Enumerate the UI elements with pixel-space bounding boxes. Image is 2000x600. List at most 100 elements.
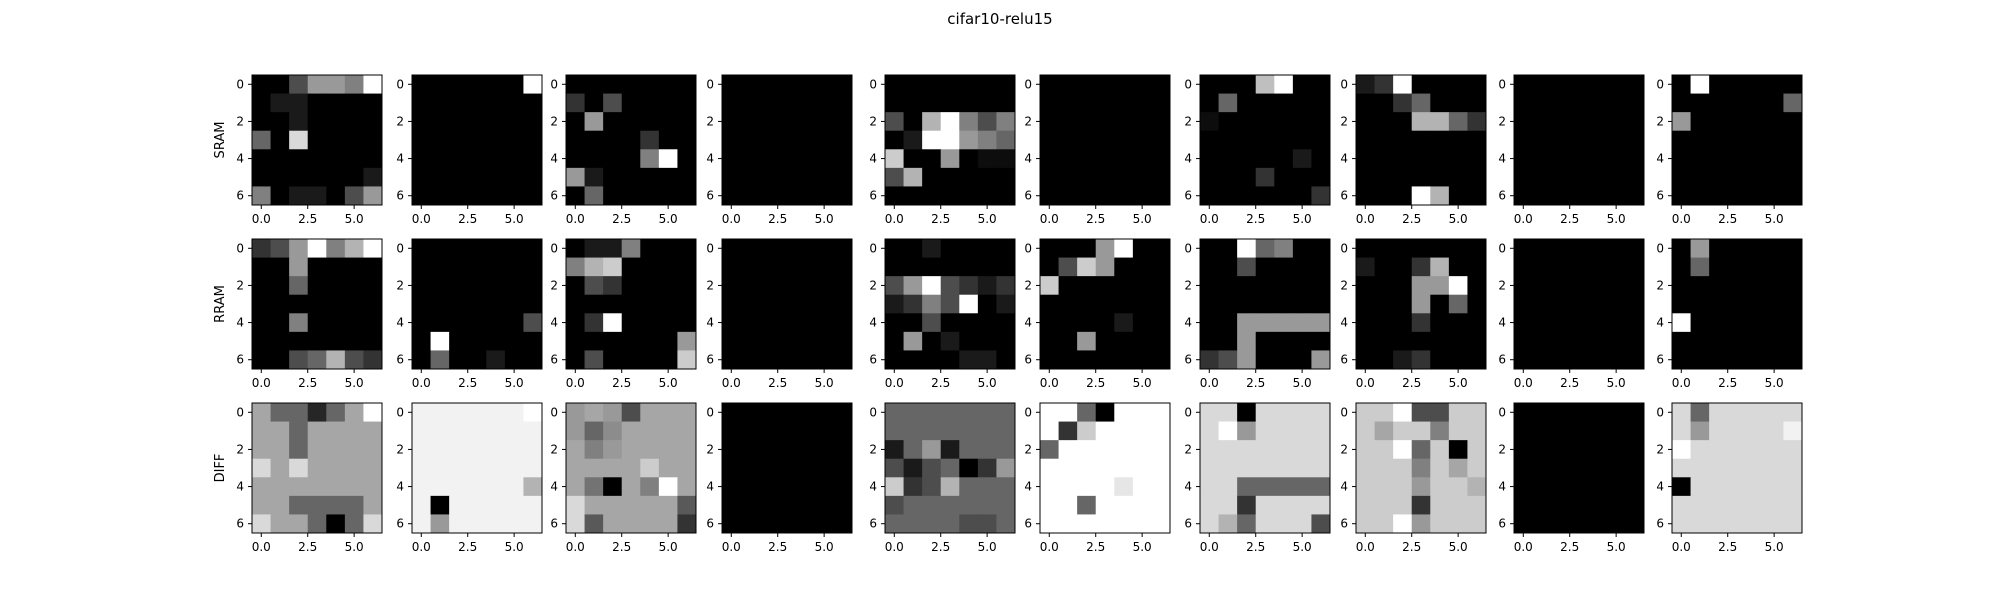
panel-frame [1199,402,1331,534]
x-tick-label: 5.0 [1765,540,1784,554]
y-tick-label: 4 [550,152,558,166]
heatmap-cell [449,93,469,113]
heatmap-cell [1690,477,1710,497]
heatmap-cell [1274,421,1294,441]
y-tick-label: 4 [1656,480,1664,494]
heatmap-cell [523,75,543,94]
heatmap-cell [740,75,760,94]
y-tick-label: 0 [1184,241,1192,255]
heatmap-cell [467,495,487,515]
heatmap-cell [621,403,641,422]
heatmap-cell [722,257,741,277]
x-tick-label: 0.0 [1200,376,1219,390]
heatmap-cell [1588,167,1608,187]
heatmap-cell [996,313,1016,333]
heatmap-cell [1672,514,1691,534]
heatmap-cell [1311,294,1331,314]
heatmap-cell [603,403,623,422]
heatmap-cell [814,440,834,460]
heatmap-cell [1690,257,1710,277]
heatmap-cell [814,276,834,296]
heatmap-cell [1114,112,1134,132]
heatmap-cell [344,350,364,370]
heatmap-cell [486,112,506,132]
heatmap-cell [1709,495,1729,515]
y-tick-label: 2 [236,114,244,128]
heatmap-cell [1114,331,1134,351]
heatmap-cell [1569,458,1589,478]
heatmap-cell [566,495,585,515]
heatmap-cell [1311,239,1331,258]
heatmap-cell [289,294,309,314]
heatmap-cell [1132,112,1152,132]
heatmap-cell [1200,239,1219,258]
heatmap-cell [1783,257,1803,277]
heatmap-cell [486,514,506,534]
heatmap-cell [1551,458,1571,478]
heatmap-cell [1311,186,1331,206]
heatmap-cell [523,440,543,460]
heatmap-cell [1746,186,1766,206]
heatmap-cell [959,75,979,94]
heatmap-cell [885,458,904,478]
heatmap-cell [1606,167,1626,187]
heatmap-cell [640,421,660,441]
x-tick-label: 5.0 [1765,376,1784,390]
heatmap-cell [270,294,290,314]
heatmap-cell [467,276,487,296]
heatmap-cell [1077,458,1097,478]
heatmap-cell [1132,276,1152,296]
heatmap-cell [1095,186,1115,206]
heatmap-cell [903,75,923,94]
heatmap-cell [677,331,697,351]
heatmap-cell [1218,186,1238,206]
heatmap-cell [1727,495,1747,515]
heatmap-cell [430,112,450,132]
heatmap-cell [1430,75,1450,94]
heatmap-cell [1467,421,1487,441]
heatmap-cell [677,167,697,187]
panel-frame [251,238,383,370]
heatmap-cell [1606,276,1626,296]
y-tick-label: 4 [1024,480,1032,494]
heatmap-cell [1709,75,1729,94]
heatmap-cell [677,458,697,478]
heatmap-cell [940,313,960,333]
heatmap-cell [252,350,271,370]
x-tick-label: 5.0 [1133,376,1152,390]
heatmap-cell [677,130,697,150]
heatmap-cell [1095,149,1115,169]
heatmap-cell [903,93,923,113]
heatmap-cell [1467,186,1487,206]
heatmap-cell [1274,112,1294,132]
heatmap-cell [977,514,997,534]
y-tick-label: 6 [869,353,877,367]
heatmap-cell [1448,75,1468,94]
heatmap-cell [467,458,487,478]
heatmap-cell [1311,93,1331,113]
heatmap-cell [326,130,346,150]
heatmap-cell [1274,440,1294,460]
x-tick-label: 2.5 [1246,376,1265,390]
y-tick-label: 6 [236,353,244,367]
heatmap-cell [621,276,641,296]
heatmap-cell [344,458,364,478]
heatmap-cell [796,239,816,258]
heatmap-cell [326,421,346,441]
heatmap-cell [1218,257,1238,277]
heatmap-cell [252,514,271,534]
heatmap-cell [584,350,604,370]
heatmap-cell [677,93,697,113]
heatmap-cell [1058,276,1078,296]
heatmap-cell [1040,112,1059,132]
heatmap-cell [1374,440,1394,460]
heatmap-cell [1411,403,1431,422]
heatmap-cell [677,440,697,460]
heatmap-cell [1467,495,1487,515]
heatmap-cell [1356,93,1375,113]
heatmap-cell [959,514,979,534]
heatmap-cell [658,130,678,150]
heatmap-cell [603,276,623,296]
